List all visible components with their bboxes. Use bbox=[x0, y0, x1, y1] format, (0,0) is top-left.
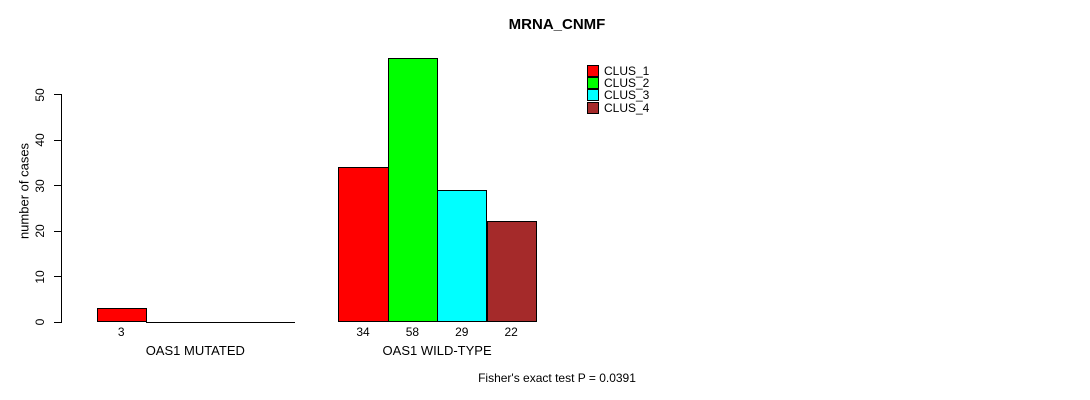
bar-value-label: 22 bbox=[504, 325, 518, 339]
bar-clus_3 bbox=[437, 189, 488, 323]
y-tick-label: 0 bbox=[33, 318, 47, 326]
legend-item-clus_1: CLUS_1 bbox=[587, 64, 650, 78]
bar-value-label: 3 bbox=[117, 325, 125, 339]
chart-title: MRNA_CNMF bbox=[508, 16, 606, 33]
y-tick-mark bbox=[54, 321, 61, 323]
y-tick-label: 10 bbox=[33, 269, 47, 284]
legend-label: CLUS_2 bbox=[604, 76, 650, 91]
zero-height-bar bbox=[195, 321, 246, 323]
bar-clus_4 bbox=[486, 221, 537, 323]
legend-label: CLUS_1 bbox=[604, 64, 650, 78]
y-tick-mark bbox=[54, 139, 61, 141]
bar-clus_1 bbox=[96, 307, 147, 323]
legend-swatch bbox=[587, 89, 599, 102]
bar-value-label: 34 bbox=[356, 325, 370, 339]
bar-value-label: 29 bbox=[455, 325, 469, 339]
y-tick-mark bbox=[54, 276, 61, 277]
bar-clus_1 bbox=[338, 166, 389, 323]
bar-clus_2 bbox=[387, 57, 439, 323]
fisher-test-annotation: Fisher's exact test P = 0.0391 bbox=[478, 371, 636, 385]
y-tick-label: 20 bbox=[33, 224, 47, 238]
y-tick-mark bbox=[54, 94, 61, 95]
legend-item-clus_4: CLUS_4 bbox=[587, 100, 650, 115]
y-tick-mark bbox=[54, 230, 61, 232]
legend-swatch bbox=[587, 65, 599, 77]
legend-swatch bbox=[587, 101, 599, 114]
y-tick-label: 30 bbox=[33, 178, 47, 193]
legend-label: CLUS_4 bbox=[604, 100, 650, 115]
zero-height-bar bbox=[145, 321, 197, 323]
category-label: OAS1 WILD-TYPE bbox=[382, 343, 492, 358]
y-tick-label: 40 bbox=[33, 133, 47, 147]
zero-height-bar bbox=[244, 321, 296, 323]
y-axis-line bbox=[61, 94, 62, 323]
legend-swatch bbox=[587, 77, 599, 90]
y-tick-label: 50 bbox=[33, 87, 47, 102]
legend-label: CLUS_3 bbox=[604, 88, 650, 103]
bar-value-label: 58 bbox=[405, 325, 420, 339]
legend-item-clus_3: CLUS_3 bbox=[587, 88, 650, 103]
y-tick-mark bbox=[54, 185, 61, 186]
legend-item-clus_2: CLUS_2 bbox=[587, 76, 650, 91]
category-label: OAS1 MUTATED bbox=[145, 343, 245, 358]
